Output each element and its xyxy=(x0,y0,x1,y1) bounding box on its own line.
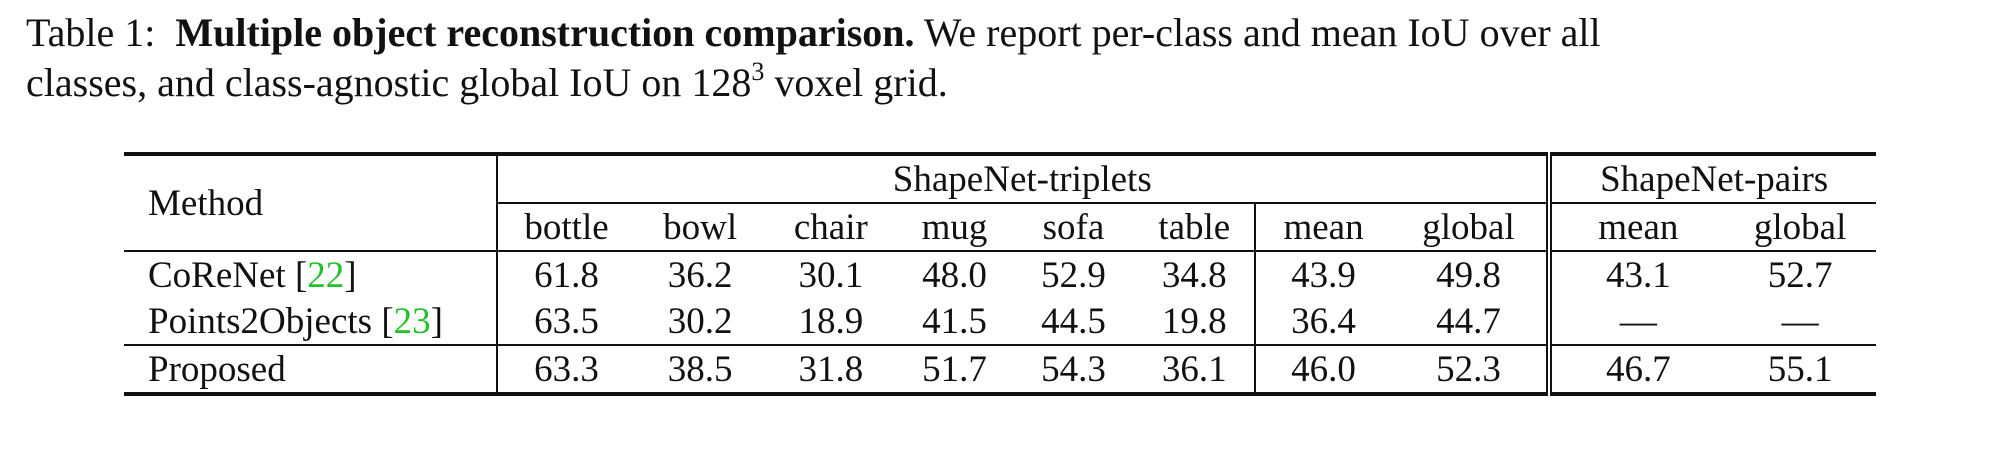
table-cell: — xyxy=(1724,298,1876,345)
table-cell: 38.5 xyxy=(635,345,766,394)
group-header-pairs: ShapeNet-pairs xyxy=(1549,154,1876,203)
group-header-triplets: ShapeNet-triplets xyxy=(497,154,1549,203)
method-name: Proposed xyxy=(148,349,286,390)
citation-link[interactable]: 22 xyxy=(307,255,344,296)
table-cell: 46.7 xyxy=(1549,345,1724,394)
table-cell: 36.2 xyxy=(635,251,766,298)
col-header-table: table xyxy=(1134,203,1255,251)
caption-text-3: voxel grid. xyxy=(774,60,947,105)
table-cell: 30.1 xyxy=(766,251,897,298)
table-cell: — xyxy=(1549,298,1724,345)
caption-label: Table 1: xyxy=(26,10,155,55)
col-header-mean-pairs: mean xyxy=(1549,203,1724,251)
table-cell: 36.4 xyxy=(1255,298,1390,345)
table-cell: 52.3 xyxy=(1391,345,1550,394)
method-cell: Proposed xyxy=(124,345,497,394)
method-cell: Points2Objects [23] xyxy=(124,298,497,345)
method-header: Method xyxy=(124,154,497,251)
table-cell: 44.5 xyxy=(1013,298,1134,345)
table-cell: 44.7 xyxy=(1391,298,1550,345)
table-cell: 55.1 xyxy=(1724,345,1876,394)
col-header-mug: mug xyxy=(896,203,1013,251)
table-cell: 30.2 xyxy=(635,298,766,345)
table-cell: 52.9 xyxy=(1013,251,1134,298)
table-cell: 48.0 xyxy=(896,251,1013,298)
caption-text-2: classes, and class-agnostic global IoU o… xyxy=(26,60,751,105)
method-cell: CoReNet [22] xyxy=(124,251,497,298)
table-cell: 51.7 xyxy=(896,345,1013,394)
table-cell: 18.9 xyxy=(766,298,897,345)
table-cell: 63.5 xyxy=(497,298,635,345)
caption-title: Multiple object reconstruction compariso… xyxy=(175,10,914,55)
table-cell: 61.8 xyxy=(497,251,635,298)
method-name: Points2Objects xyxy=(148,301,372,342)
table-row-corenet: CoReNet [22] 61.8 36.2 30.1 48.0 52.9 34… xyxy=(124,251,1876,298)
col-header-bowl: bowl xyxy=(635,203,766,251)
table-cell: 52.7 xyxy=(1724,251,1876,298)
table-cell: 63.3 xyxy=(497,345,635,394)
table-cell: 54.3 xyxy=(1013,345,1134,394)
header-row-groups: Method ShapeNet-triplets ShapeNet-pairs xyxy=(124,154,1876,203)
results-table: Method ShapeNet-triplets ShapeNet-pairs … xyxy=(124,152,1876,396)
method-name: CoReNet xyxy=(148,255,286,296)
caption-text-1: We report per-class and mean IoU over al… xyxy=(924,10,1601,55)
table-row-points2objects: Points2Objects [23] 63.5 30.2 18.9 41.5 … xyxy=(124,298,1876,345)
col-header-global-triplets: global xyxy=(1391,203,1550,251)
table-cell: 34.8 xyxy=(1134,251,1255,298)
table-cell: 31.8 xyxy=(766,345,897,394)
col-header-bottle: bottle xyxy=(497,203,635,251)
table-cell: 43.9 xyxy=(1255,251,1390,298)
table-cell: 49.8 xyxy=(1391,251,1550,298)
col-header-global-pairs: global xyxy=(1724,203,1876,251)
table-row-proposed: Proposed 63.3 38.5 31.8 51.7 54.3 36.1 4… xyxy=(124,345,1876,394)
table-caption: Table 1: Multiple object reconstruction … xyxy=(26,8,1986,108)
citation-link[interactable]: 23 xyxy=(394,301,431,342)
table-cell: 41.5 xyxy=(896,298,1013,345)
caption-superscript: 3 xyxy=(751,57,764,86)
table-cell: 19.8 xyxy=(1134,298,1255,345)
table-cell: 43.1 xyxy=(1549,251,1724,298)
col-header-chair: chair xyxy=(766,203,897,251)
col-header-mean-triplets: mean xyxy=(1255,203,1390,251)
col-header-sofa: sofa xyxy=(1013,203,1134,251)
table-cell: 46.0 xyxy=(1255,345,1390,394)
table-cell: 36.1 xyxy=(1134,345,1255,394)
